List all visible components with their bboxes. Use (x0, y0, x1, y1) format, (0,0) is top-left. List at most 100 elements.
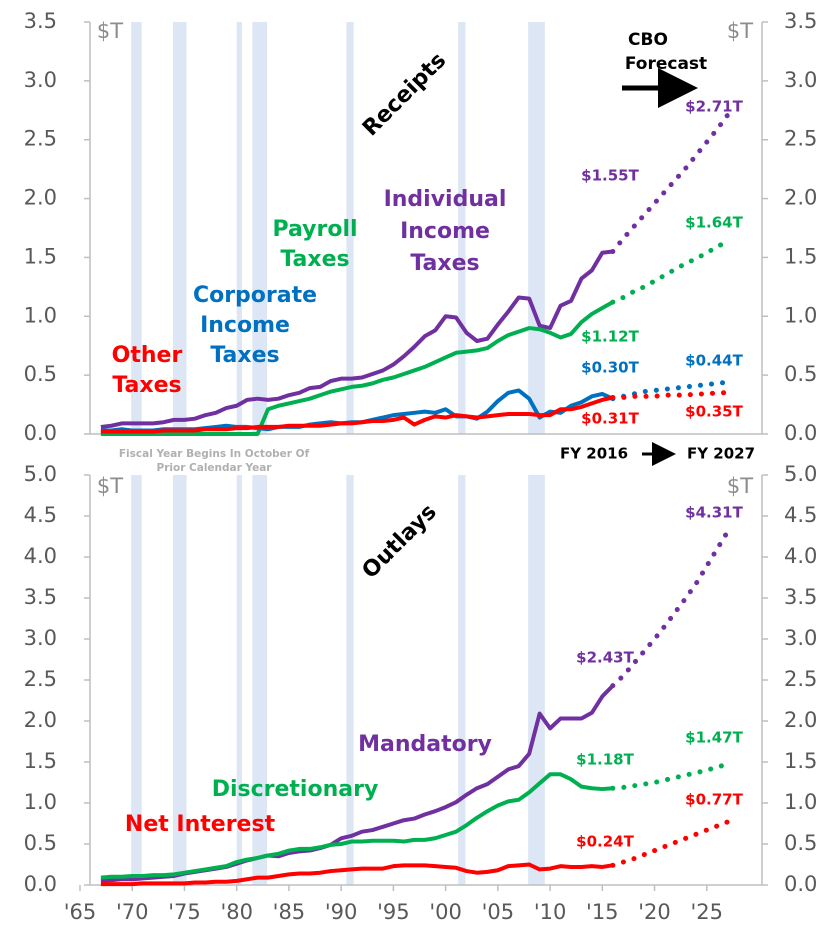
x-tick-label: '10 (534, 900, 567, 924)
y2-tick-label: 4.0 (784, 544, 817, 568)
series-label: Payroll (272, 217, 357, 242)
end-label: $1.55T (581, 167, 639, 185)
y-tick-label: 1.5 (24, 244, 57, 268)
forecast-line (610, 238, 731, 305)
unit-label: $T (727, 19, 753, 43)
recession-band (252, 475, 267, 885)
y2-tick-label: 4.5 (784, 503, 817, 527)
series-label: Taxes (112, 373, 181, 398)
forecast-end-label: $1.47T (685, 729, 743, 747)
series-label: Income (400, 219, 490, 244)
y-tick-label: 3.5 (24, 585, 57, 609)
x-tick-label: '05 (482, 900, 515, 924)
end-label: $0.30T (581, 359, 639, 377)
x-tick-label: '80 (220, 900, 253, 924)
forecast-note: CBO (628, 30, 668, 50)
series-label: Discretionary (212, 777, 379, 802)
forecast-line (610, 819, 731, 868)
y-tick-label: 3.0 (24, 626, 57, 650)
y2-tick-label: 3.0 (784, 68, 817, 92)
recession-band (131, 22, 142, 434)
recession-band (528, 475, 545, 885)
forecast-line (610, 390, 731, 401)
y2-tick-label: 5.0 (784, 462, 817, 486)
series-line (100, 249, 613, 429)
y2-tick-label: 0.0 (784, 421, 817, 445)
x-tick-label: '90 (325, 900, 358, 924)
recession-band (458, 475, 466, 885)
recession-band (236, 22, 242, 434)
series-label: Corporate (193, 283, 317, 308)
series-label: Taxes (210, 343, 279, 368)
x-tick-label: '70 (116, 900, 149, 924)
x-tick-label: '00 (429, 900, 462, 924)
recession-band (528, 22, 545, 434)
panel-title: Receipts (358, 48, 451, 141)
y-tick-label: 2.5 (24, 667, 57, 691)
recession-band (458, 22, 466, 434)
forecast-line (610, 761, 731, 791)
y-tick-label: 0.0 (24, 872, 57, 896)
recession-band (236, 475, 242, 885)
y2-tick-label: 1.5 (784, 244, 817, 268)
recession-band (131, 475, 142, 885)
fy-label: FY 2027 (687, 445, 755, 463)
y-tick-label: 3.0 (24, 68, 57, 92)
y-tick-label: 0.0 (24, 421, 57, 445)
y-tick-label: 0.5 (24, 831, 57, 855)
series-line (100, 395, 614, 434)
series-line (100, 300, 614, 436)
forecast-end-label: $2.71T (685, 98, 743, 116)
forecast-end-label: $0.35T (685, 403, 743, 421)
x-tick-label: '25 (691, 900, 724, 924)
footnote: Fiscal Year Begins In October Of (119, 448, 310, 460)
y-tick-label: 2.5 (24, 127, 57, 151)
y2-tick-label: 0.5 (784, 831, 817, 855)
x-tick-label: '20 (638, 900, 671, 924)
y2-tick-label: 3.5 (784, 585, 817, 609)
y2-tick-label: 2.5 (784, 127, 817, 151)
y-tick-label: 0.5 (24, 362, 57, 386)
series-label: Taxes (280, 247, 349, 272)
forecast-end-label: $1.64T (685, 214, 743, 232)
recession-band (346, 22, 354, 434)
end-label: $0.31T (581, 410, 639, 428)
unit-label: $T (97, 19, 123, 43)
recession-band (346, 475, 354, 885)
footnote: Prior Calendar Year (157, 462, 273, 474)
x-tick-label: '85 (273, 900, 306, 924)
y2-tick-label: 1.0 (784, 790, 817, 814)
recession-band (172, 22, 187, 434)
y2-tick-label: 2.0 (784, 186, 817, 210)
end-label: $0.24T (576, 833, 634, 851)
unit-label: $T (97, 474, 123, 498)
forecast-line (610, 529, 731, 689)
y-tick-label: 3.5 (24, 9, 57, 33)
x-tick-label: '95 (377, 900, 410, 924)
x-tick-label: '65 (64, 900, 97, 924)
forecast-end-label: $0.44T (685, 352, 743, 370)
end-label: $2.43T (576, 649, 634, 667)
y2-tick-label: 1.5 (784, 749, 817, 773)
series-line (100, 862, 614, 887)
y-tick-label: 4.0 (24, 544, 57, 568)
unit-label: $T (727, 474, 753, 498)
y2-tick-label: 3.0 (784, 626, 817, 650)
y-tick-label: 4.5 (24, 503, 57, 527)
y-tick-label: 1.5 (24, 749, 57, 773)
y2-tick-label: 3.5 (784, 9, 817, 33)
panel-title: Outlays (358, 500, 442, 584)
recession-band (252, 22, 267, 434)
y-tick-label: 5.0 (24, 462, 57, 486)
series-label: Other (112, 343, 183, 368)
end-label: $1.12T (581, 328, 639, 346)
y-tick-label: 1.0 (24, 303, 57, 327)
end-label: $1.18T (576, 751, 634, 769)
y2-tick-label: 2.0 (784, 708, 817, 732)
y2-tick-label: 2.5 (784, 667, 817, 691)
y2-tick-label: 0.5 (784, 362, 817, 386)
recession-band (172, 475, 187, 885)
forecast-line (610, 112, 731, 255)
y-tick-label: 2.0 (24, 186, 57, 210)
